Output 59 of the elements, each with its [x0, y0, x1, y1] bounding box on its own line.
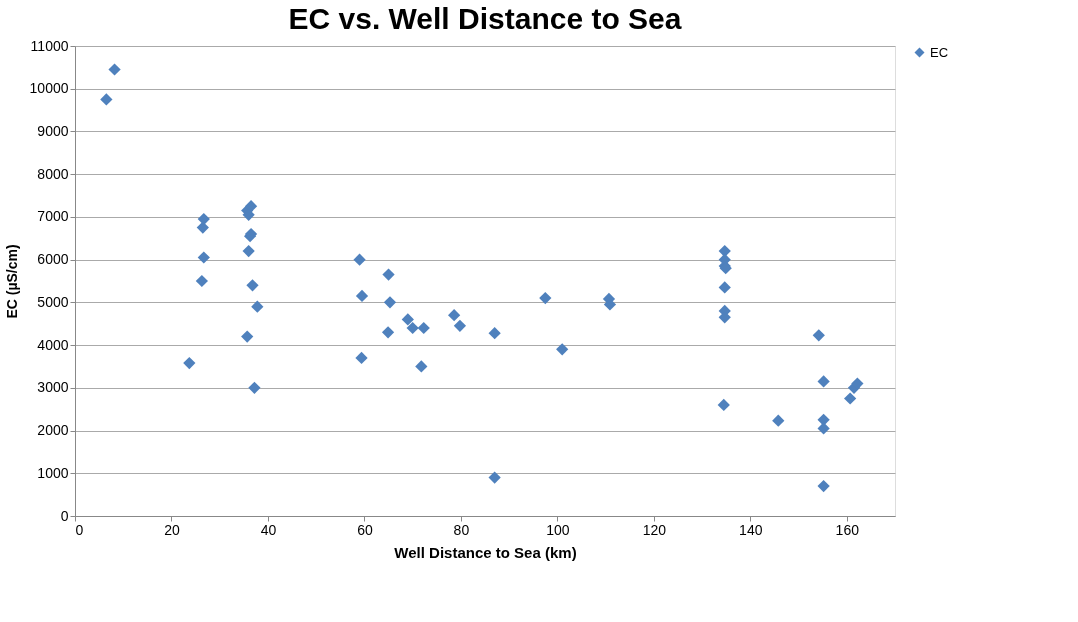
y-tick-label: 9000 [37, 122, 69, 139]
point [382, 268, 395, 281]
point [844, 392, 857, 405]
point [772, 414, 785, 427]
point [100, 93, 113, 106]
point [246, 279, 259, 292]
point [415, 360, 428, 373]
x-axis-title: Well Distance to Sea (km) [394, 543, 577, 561]
point [406, 321, 419, 335]
point [817, 375, 830, 388]
point [401, 313, 414, 326]
y-tick-label: 5000 [37, 293, 69, 310]
point [812, 329, 825, 342]
x-tick-label: 20 [164, 521, 180, 538]
point [242, 244, 255, 258]
point [197, 212, 210, 226]
point [556, 343, 569, 356]
x-tick-label: 0 [75, 521, 84, 538]
x-tick-label: 100 [546, 521, 570, 538]
point [383, 296, 397, 309]
y-tick-label: 6000 [37, 251, 69, 268]
point [448, 309, 461, 322]
y-tick-label: 2000 [37, 422, 69, 439]
point [355, 289, 369, 303]
point [718, 281, 731, 294]
chart-title: EC vs. Well Distance to Sea [288, 2, 682, 35]
point [108, 63, 121, 76]
y-tick-label: 8000 [37, 165, 69, 182]
x-tick-label: 60 [357, 521, 373, 538]
point [488, 327, 501, 340]
point [248, 381, 261, 394]
point [539, 291, 552, 305]
y-tick-label: 11000 [30, 37, 69, 54]
point [453, 319, 467, 332]
y-tick-label: 1000 [37, 464, 69, 481]
x-tick-label: 80 [453, 521, 470, 538]
x-tick-label: 120 [642, 521, 667, 538]
y-tick-label: 10000 [29, 80, 69, 97]
point [817, 479, 830, 493]
point [488, 471, 501, 484]
y-axis-title: EC (µS/cm) [3, 244, 20, 319]
point [241, 330, 254, 343]
x-tick-label: 140 [739, 521, 763, 538]
y-tick-label: 7000 [37, 208, 69, 225]
point [355, 351, 368, 365]
y-tick-label: 4000 [37, 336, 69, 353]
point [381, 326, 395, 339]
x-tick-label: 160 [835, 521, 860, 538]
point [717, 398, 730, 412]
point [353, 253, 366, 266]
y-tick-label: 3000 [37, 379, 69, 396]
point [251, 300, 264, 313]
point [195, 274, 208, 288]
point [197, 251, 210, 264]
x-tick-label: 40 [260, 521, 277, 538]
legend-label: EC [930, 44, 949, 60]
y-tick-label: 0 [60, 507, 69, 524]
point [417, 321, 430, 335]
point [183, 356, 196, 370]
